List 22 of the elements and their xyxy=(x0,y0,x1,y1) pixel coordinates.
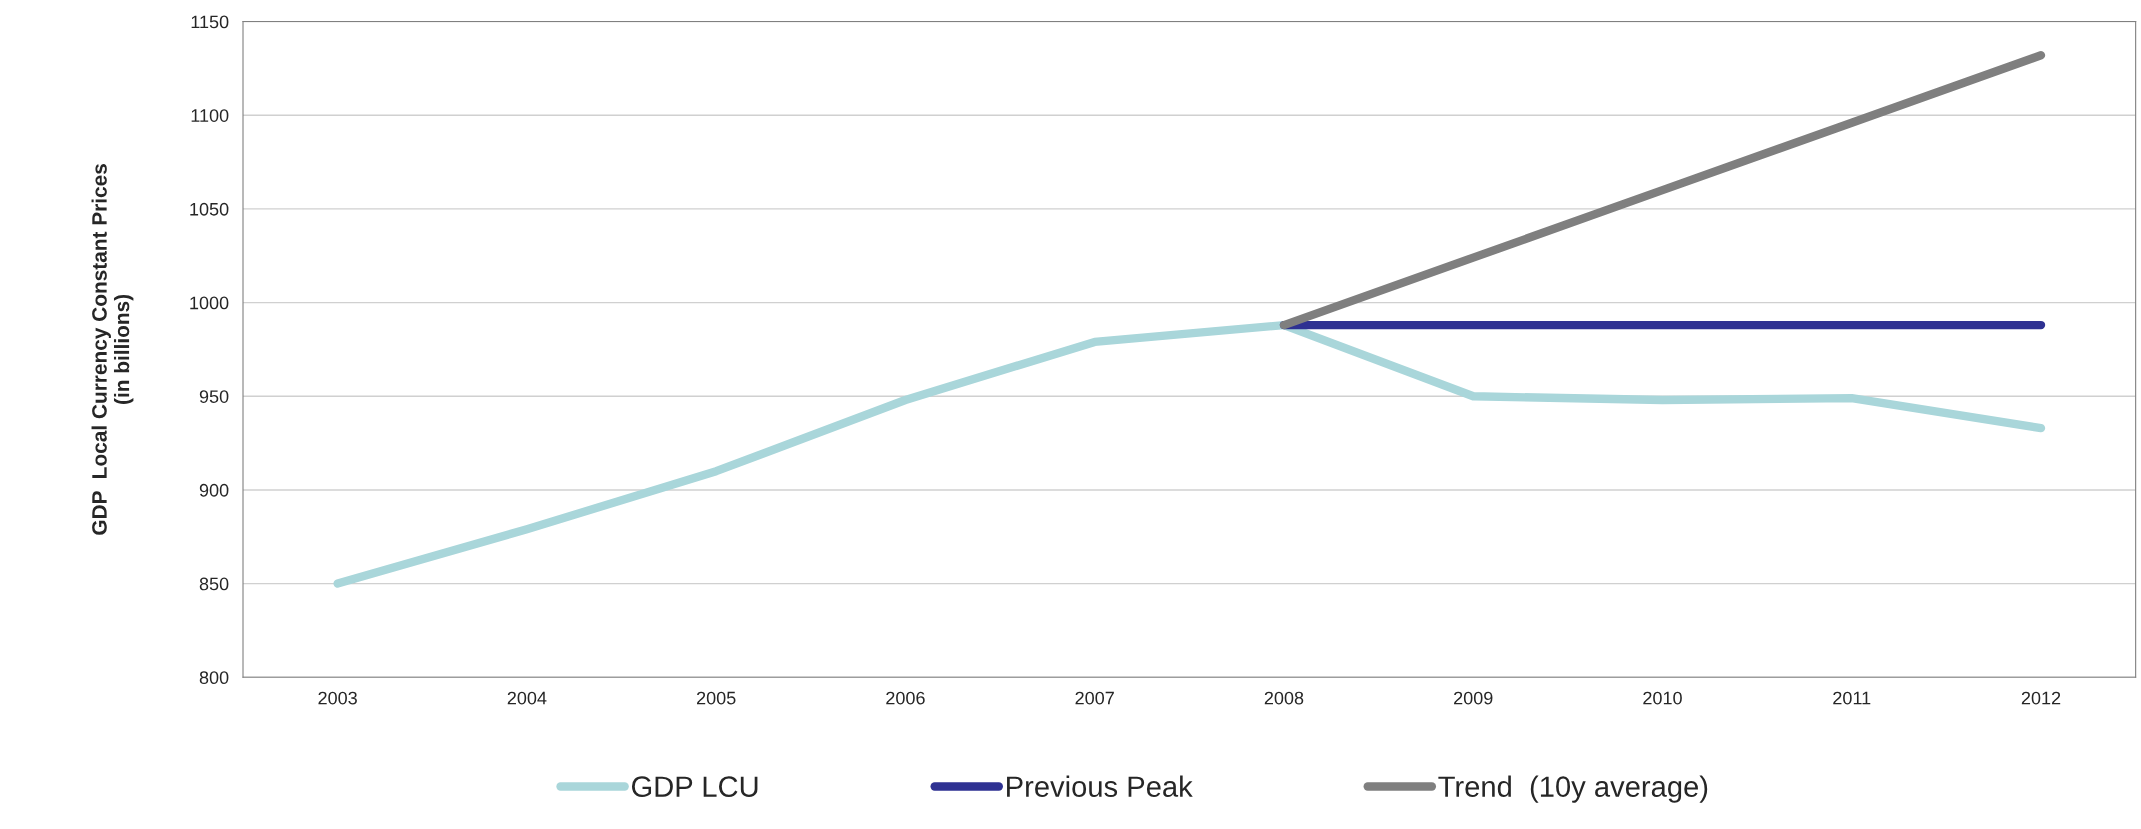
y-tick-label: 1050 xyxy=(190,202,229,216)
y-tick-label: 950 xyxy=(199,390,229,403)
y-tick-label: 850 xyxy=(199,577,229,591)
x-tick-label: 2012 xyxy=(2021,691,2061,705)
x-tick-label: 2003 xyxy=(318,691,357,705)
y-axis-title: GDP Local Currency Constant Prices (in billions) xyxy=(91,164,134,535)
x-tick-label: 2008 xyxy=(1264,691,1304,705)
x-tick-label: 2010 xyxy=(1643,691,1682,705)
x-tick-label: 2011 xyxy=(1833,691,1871,705)
y-tick-label: 1100 xyxy=(191,109,229,122)
x-tick-label: 2005 xyxy=(696,691,736,705)
x-tick-label: 2004 xyxy=(507,691,547,705)
y-tick-label: 1150 xyxy=(191,15,229,29)
x-tick-label: 2006 xyxy=(886,691,925,705)
x-tick-label: 2007 xyxy=(1075,691,1114,705)
legend-label: GDP LCU xyxy=(631,776,758,797)
legend-label: Previous Peak xyxy=(1007,775,1193,797)
y-tick-label: 1000 xyxy=(190,296,229,310)
y-tick-label: 800 xyxy=(199,671,229,685)
x-tick-label: 2009 xyxy=(1454,691,1493,705)
y-tick-label: 900 xyxy=(199,483,229,497)
legend-label: Trend (10y average) xyxy=(1438,775,1708,803)
